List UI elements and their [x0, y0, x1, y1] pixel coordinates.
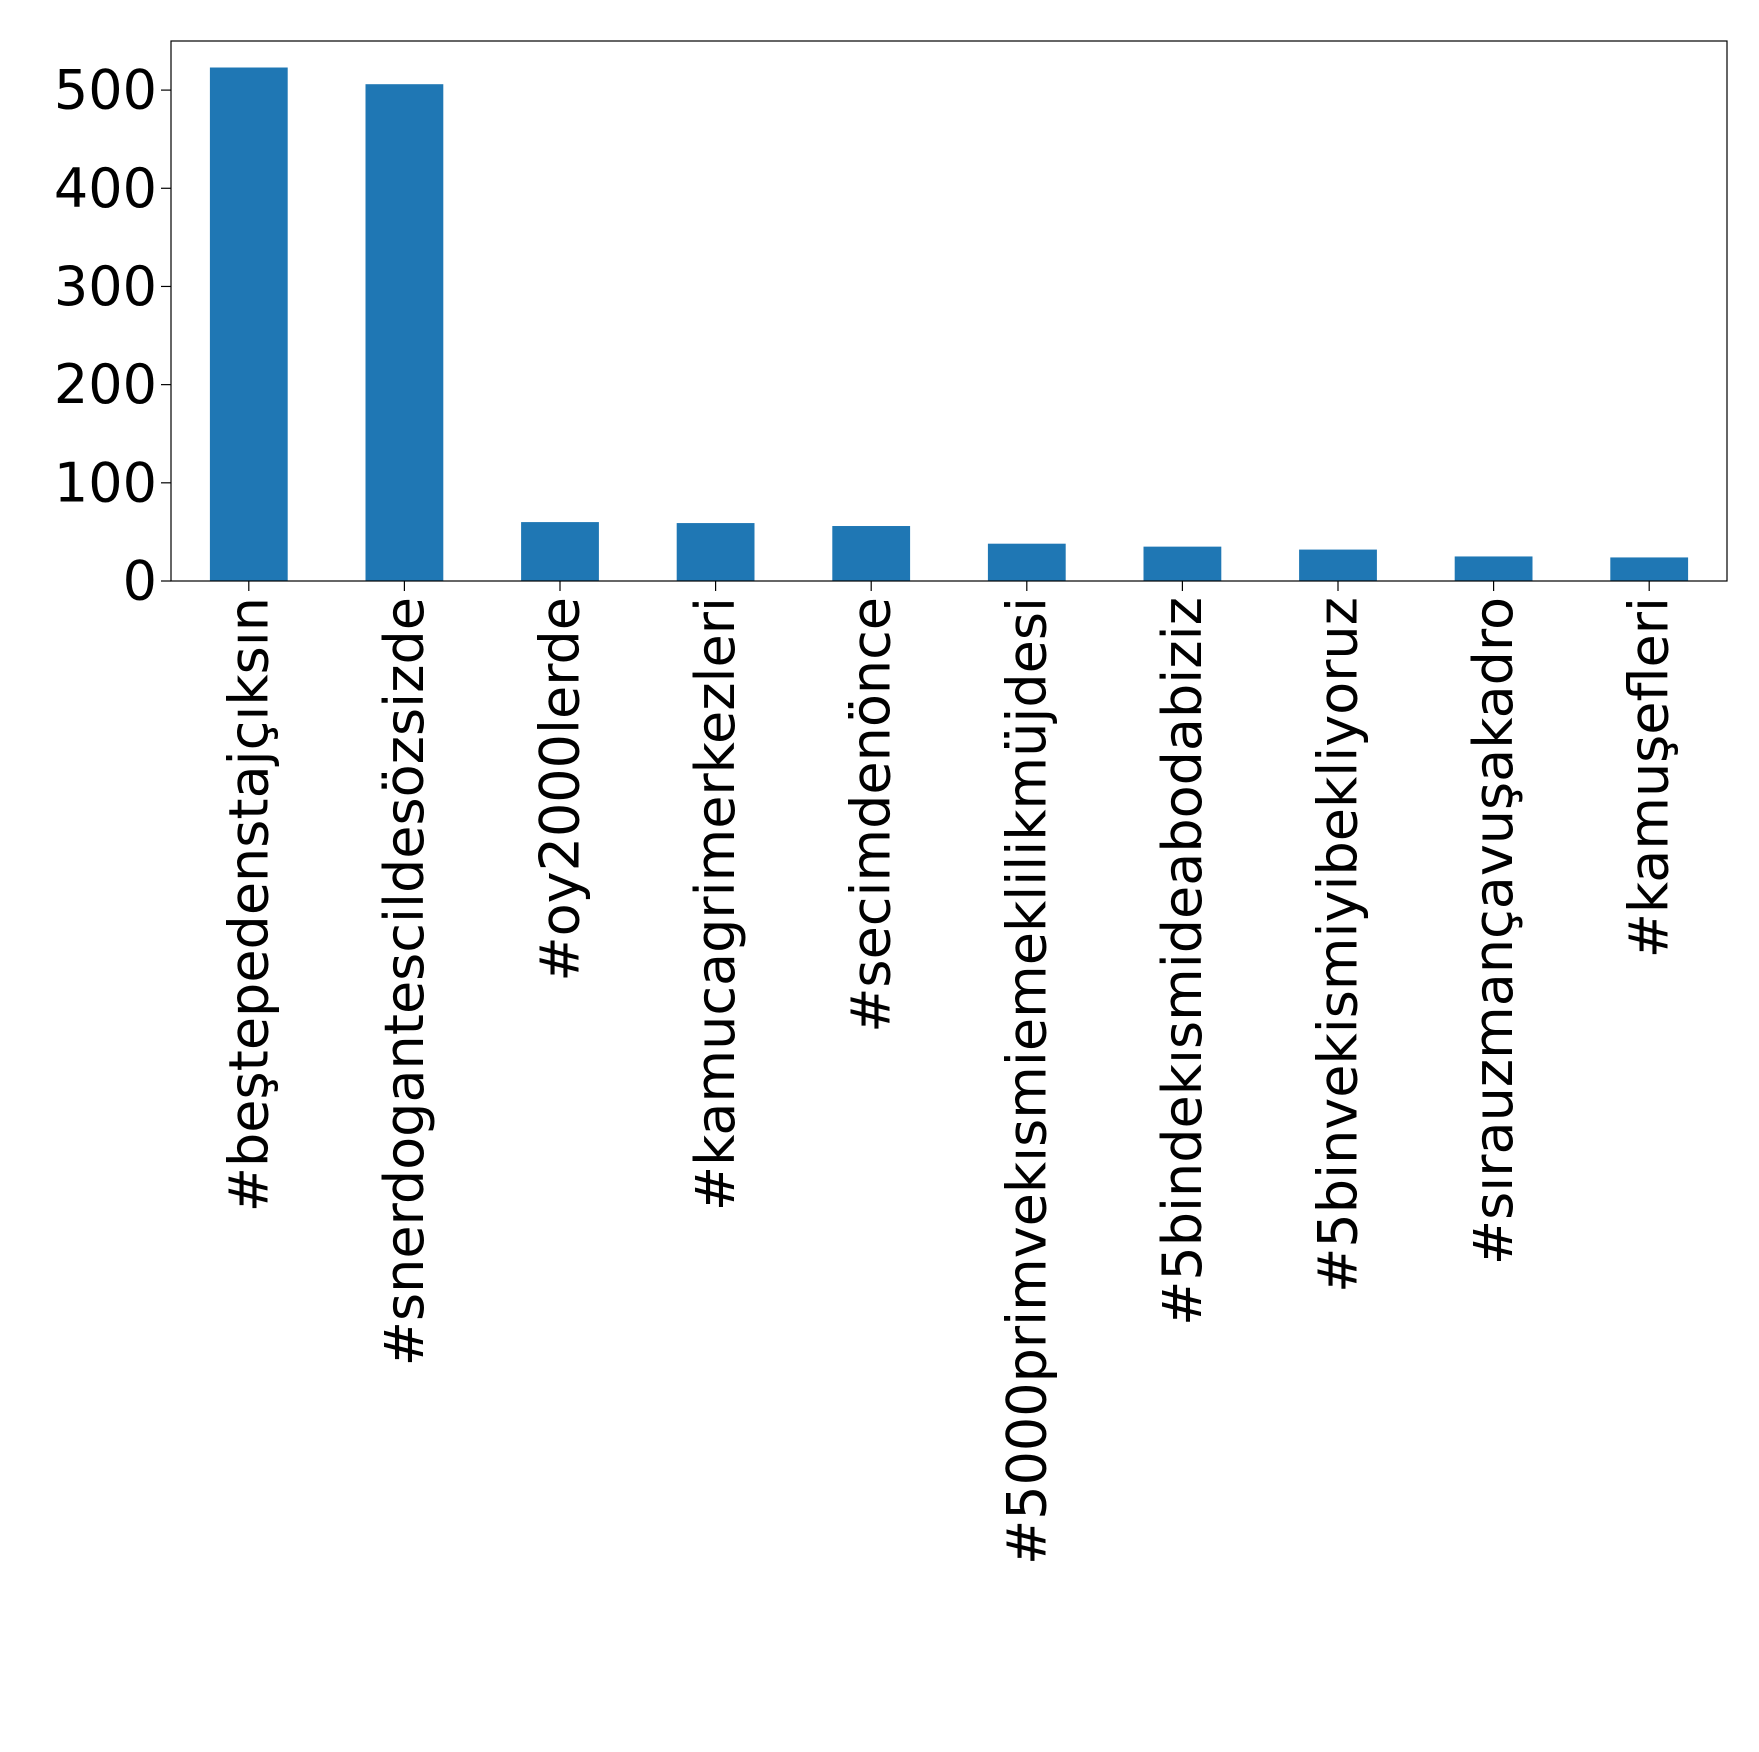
y-tick-label: 500 — [54, 59, 157, 122]
x-tick-label: #beştepedenstajçıksın — [217, 597, 280, 1212]
bar — [987, 543, 1066, 581]
y-tick-label: 0 — [123, 550, 157, 613]
x-tick-label: #secimdenönce — [840, 597, 903, 1033]
x-tick-label: #5000primvekısmiemeklilikmüjdesi — [995, 597, 1058, 1565]
y-tick-label: 100 — [54, 451, 157, 514]
bar — [1610, 557, 1689, 581]
bars — [209, 67, 1689, 581]
bar — [365, 84, 444, 581]
y-axis: 0 100 200 300 400 500 — [54, 59, 171, 613]
y-tick-label: 400 — [54, 157, 157, 220]
x-tick-label: #oy2000lerde — [529, 597, 592, 982]
bar — [676, 523, 755, 581]
bar — [832, 526, 911, 581]
bar — [1143, 546, 1222, 581]
bar — [209, 67, 288, 581]
plot-frame — [170, 40, 1728, 582]
x-tick-label: #sırauzmançavuşakadro — [1462, 597, 1525, 1265]
y-tick-label: 300 — [54, 255, 157, 318]
x-axis: #beştepedenstajçıksın #snerdogantescildes… — [217, 581, 1681, 1565]
y-tick-label: 200 — [54, 353, 157, 416]
bar — [1454, 556, 1533, 581]
bar — [521, 522, 599, 581]
x-tick-label: #snerdogantescildesözsizde — [373, 597, 436, 1366]
x-tick-label: #5binvekismiyibekliyoruz — [1307, 597, 1370, 1293]
x-tick-label: #kamuşefleri — [1618, 597, 1681, 958]
x-tick-label: #kamucagrimerkezleri — [684, 597, 747, 1211]
bar — [1299, 549, 1377, 581]
x-tick-label: #5bindekısmideabodabiziz — [1151, 597, 1214, 1326]
